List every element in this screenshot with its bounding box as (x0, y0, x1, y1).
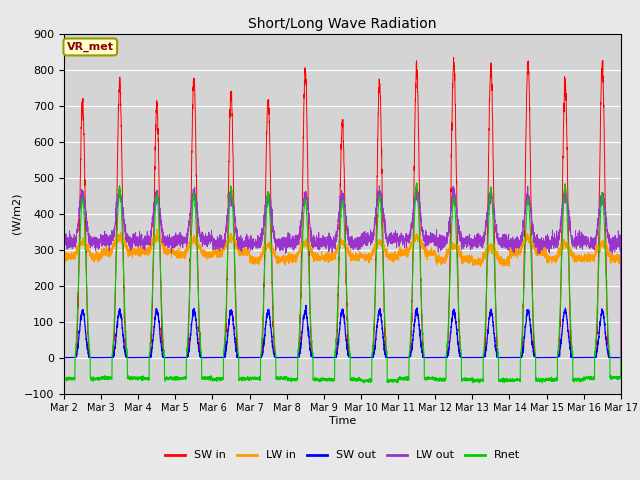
Line: LW out: LW out (64, 186, 621, 358)
Rnet (413, 180, 420, 186)
SW in (436, 355, 444, 360)
LW out (376, 183, 383, 189)
Line: Rnet: Rnet (64, 183, 621, 383)
Rnet (617, 355, 625, 360)
LW in (617, 355, 625, 360)
LW out (322, 240, 330, 246)
SW in (467, 355, 475, 360)
Legend: SW in, LW in, SW out, LW out, Rnet: SW in, LW in, SW out, LW out, Rnet (161, 446, 524, 465)
Line: SW in: SW in (64, 57, 621, 358)
Line: SW out: SW out (64, 305, 621, 358)
LW in (322, 256, 330, 262)
LW in (60, 252, 68, 258)
SW out (60, 355, 68, 360)
LW out (617, 355, 625, 360)
LW in (154, 226, 161, 232)
SW out (499, 355, 507, 360)
LW out (436, 248, 444, 254)
SW out (322, 355, 330, 360)
Rnet (436, 376, 444, 382)
Rnet (467, 376, 475, 382)
LW out (60, 241, 68, 247)
LW out (616, 248, 624, 254)
LW out (467, 241, 475, 247)
LW in (616, 256, 624, 262)
LW out (160, 239, 168, 244)
Rnet (538, 380, 546, 386)
LW out (499, 245, 507, 251)
SW out (436, 355, 444, 360)
SW in (617, 355, 625, 360)
Rnet (322, 377, 330, 383)
SW in (499, 355, 507, 360)
SW out (616, 355, 624, 360)
LW in (436, 260, 444, 266)
Line: LW in: LW in (64, 229, 621, 358)
Rnet (60, 376, 68, 382)
SW in (450, 54, 458, 60)
SW out (467, 355, 475, 360)
SW in (322, 355, 330, 360)
SW in (160, 354, 168, 360)
SW out (302, 302, 310, 308)
LW in (499, 264, 507, 269)
SW out (160, 354, 168, 360)
X-axis label: Time: Time (329, 416, 356, 426)
Text: VR_met: VR_met (67, 42, 114, 52)
Rnet (160, 353, 168, 359)
LW in (467, 252, 475, 258)
SW in (60, 355, 68, 360)
LW in (161, 247, 168, 252)
SW out (617, 355, 625, 360)
Rnet (499, 377, 507, 383)
Rnet (616, 375, 624, 381)
SW in (616, 355, 624, 360)
Y-axis label: (W/m2): (W/m2) (11, 193, 21, 234)
Title: Short/Long Wave Radiation: Short/Long Wave Radiation (248, 17, 436, 31)
